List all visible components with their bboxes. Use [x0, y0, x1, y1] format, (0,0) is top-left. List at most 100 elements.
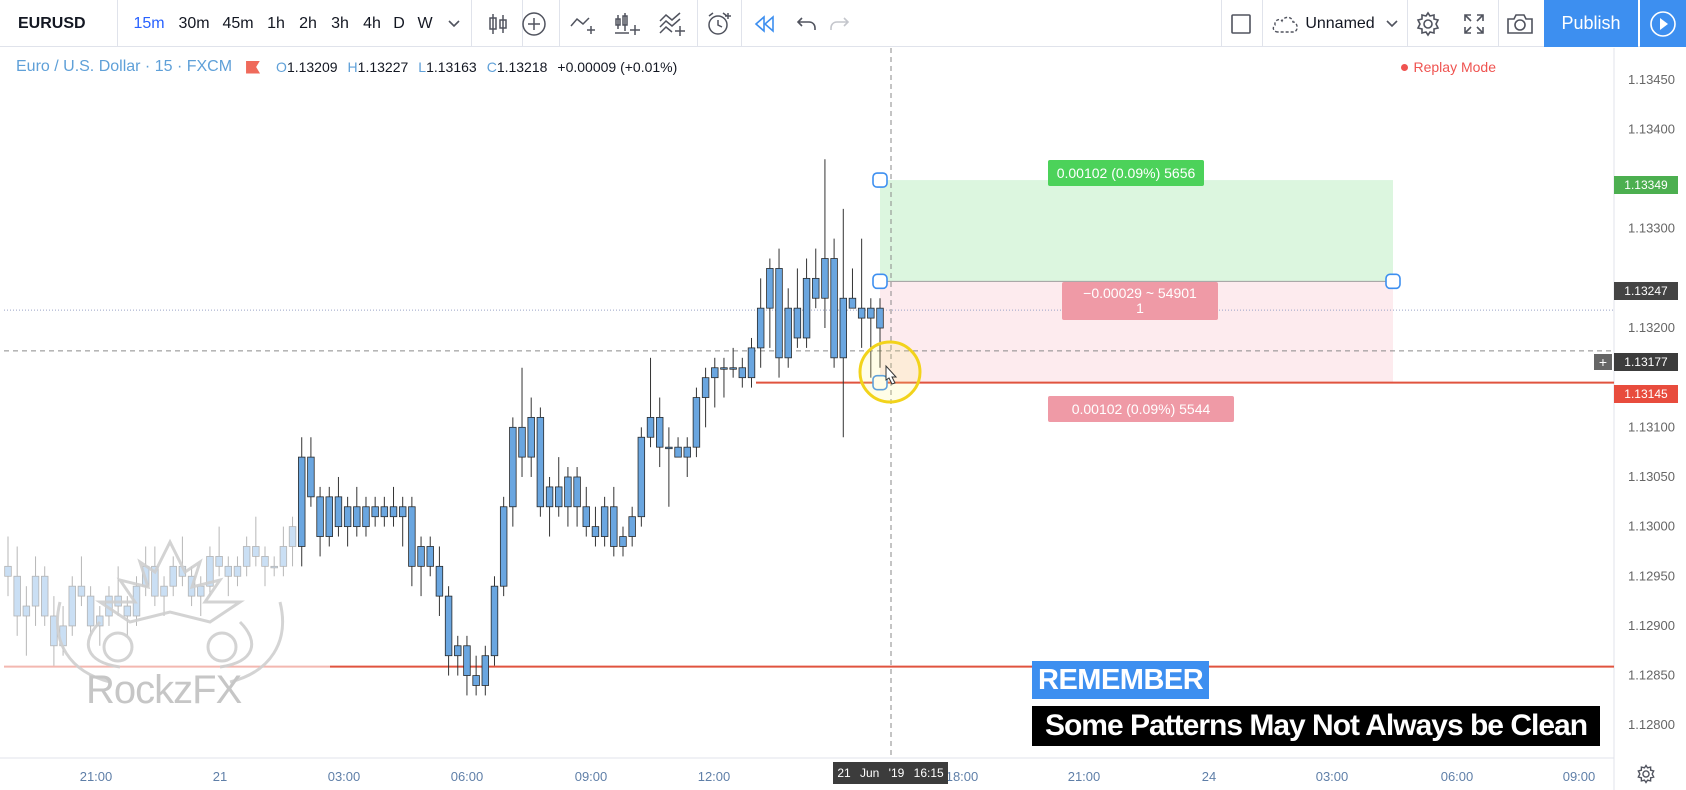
time-tick-label: 24 — [1202, 769, 1216, 784]
symbol-search[interactable]: EURUSD — [18, 14, 86, 32]
fullscreen-square-icon[interactable] — [1222, 0, 1260, 47]
candle-body — [499, 506, 508, 587]
camera-icon[interactable] — [1498, 0, 1542, 47]
flag-icon[interactable] — [246, 60, 261, 74]
candle-body — [802, 277, 811, 339]
candle-type-icon[interactable] — [474, 0, 522, 47]
position-pnl-label[interactable]: −0.00029 ~ 54901 1 — [1062, 282, 1218, 320]
position-handle[interactable] — [1385, 273, 1401, 290]
toolbar-divider — [471, 0, 472, 47]
alert-clock-icon[interactable] — [697, 0, 741, 47]
candle-body — [582, 506, 590, 528]
position-pnl-line-1: −0.00029 ~ 54901 — [1083, 285, 1197, 301]
candle — [839, 208, 847, 438]
cloud-icon[interactable] — [1268, 0, 1302, 47]
interval-3h[interactable]: 3h — [331, 14, 349, 32]
candle-body — [298, 456, 306, 547]
chevron-down-icon[interactable] — [1381, 0, 1403, 47]
candle-body — [307, 456, 315, 498]
add-order-plus-icon[interactable]: + — [1594, 354, 1612, 370]
replay-rewind-icon[interactable] — [744, 0, 784, 47]
candle — [646, 357, 655, 448]
indicators-icon[interactable] — [606, 0, 648, 47]
candle-body — [839, 297, 847, 359]
candle-body — [31, 575, 40, 607]
candle-body — [766, 268, 774, 309]
candle-body — [279, 546, 288, 567]
position-handle[interactable] — [872, 172, 888, 188]
candle-body — [812, 277, 820, 299]
candle — [343, 496, 352, 547]
interval-2h[interactable]: 2h — [299, 14, 317, 32]
candle-body — [600, 506, 609, 537]
candle — [711, 357, 719, 408]
candle — [784, 288, 792, 368]
replay-mode-indicator[interactable]: Replay Mode — [1400, 59, 1496, 75]
toolbar-divider — [1407, 0, 1408, 47]
candle-body — [683, 446, 691, 458]
candle-body — [41, 575, 49, 617]
candle — [160, 576, 168, 616]
candle — [444, 586, 453, 676]
interval-4h[interactable]: 4h — [363, 14, 381, 32]
candle — [298, 437, 306, 567]
candle — [224, 556, 232, 597]
interval-30m[interactable]: 30m — [178, 14, 210, 32]
candle-body — [371, 506, 379, 518]
position-handle[interactable] — [872, 374, 888, 391]
interval-15m[interactable]: 15m — [133, 14, 165, 32]
publish-button[interactable]: Publish — [1544, 0, 1638, 47]
stop-loss-label[interactable]: 0.00102 (0.09%) 5544 — [1048, 396, 1234, 422]
expand-icon[interactable] — [1452, 0, 1496, 47]
chart-settings-gear-icon[interactable] — [1636, 764, 1656, 789]
candle-body — [876, 307, 884, 329]
candle — [31, 556, 40, 626]
gear-icon[interactable] — [1408, 0, 1448, 47]
candle-body — [343, 506, 352, 528]
candle-body — [701, 377, 710, 398]
candle — [481, 645, 490, 696]
candle-body — [619, 536, 627, 547]
toolbar-divider — [1221, 0, 1222, 47]
candle — [279, 526, 288, 577]
play-icon[interactable] — [1640, 0, 1686, 47]
interval-1h[interactable]: 1h — [267, 14, 285, 32]
candle-body — [160, 585, 168, 597]
compare-icon[interactable] — [562, 0, 604, 47]
position-handle[interactable] — [872, 273, 888, 290]
candle — [545, 476, 554, 537]
interval-w[interactable]: W — [417, 14, 433, 32]
candle-body — [656, 416, 664, 448]
hand-cursor-icon — [885, 364, 898, 385]
chevron-down-icon[interactable] — [442, 0, 466, 47]
layout-name[interactable]: Unnamed — [1305, 14, 1375, 32]
undo-icon[interactable] — [786, 0, 826, 47]
toolbar-divider — [117, 0, 118, 47]
price-tick-label: 1.12800 — [1628, 717, 1675, 732]
candle — [591, 506, 600, 547]
candle-body — [389, 506, 398, 518]
candle-body — [96, 615, 104, 627]
candle-body — [417, 546, 425, 567]
add-indicator-icon[interactable] — [512, 0, 556, 47]
price-axis[interactable]: 1.13450 1.13400 1.13300 1.13200 1.13100 1.130… — [1628, 72, 1675, 732]
take-profit-label[interactable]: 0.00102 (0.09%) 5656 — [1048, 160, 1204, 186]
candle-body — [288, 526, 297, 547]
time-tick-label: 21:00 — [80, 769, 113, 784]
redo-icon[interactable] — [820, 0, 860, 47]
candle-body — [362, 506, 370, 528]
interval-45m[interactable]: 45m — [222, 14, 254, 32]
legend-title[interactable]: Euro / U.S. Dollar · 15 · FXCM — [16, 58, 233, 75]
time-axis[interactable]: 21:00 21 03:00 06:00 09:00 12:00 18:00 21:00 24 0… — [80, 769, 1596, 784]
entry-price-badge: 1.13247 — [1614, 282, 1678, 300]
candle-body — [68, 585, 76, 627]
candle — [775, 248, 783, 378]
candle — [233, 556, 242, 587]
templates-icon[interactable] — [650, 0, 694, 47]
candle-body — [444, 595, 453, 657]
candle-body — [518, 426, 526, 458]
interval-d[interactable]: D — [393, 14, 405, 32]
time-tick-label: 21 — [213, 769, 227, 784]
candle — [316, 486, 324, 557]
